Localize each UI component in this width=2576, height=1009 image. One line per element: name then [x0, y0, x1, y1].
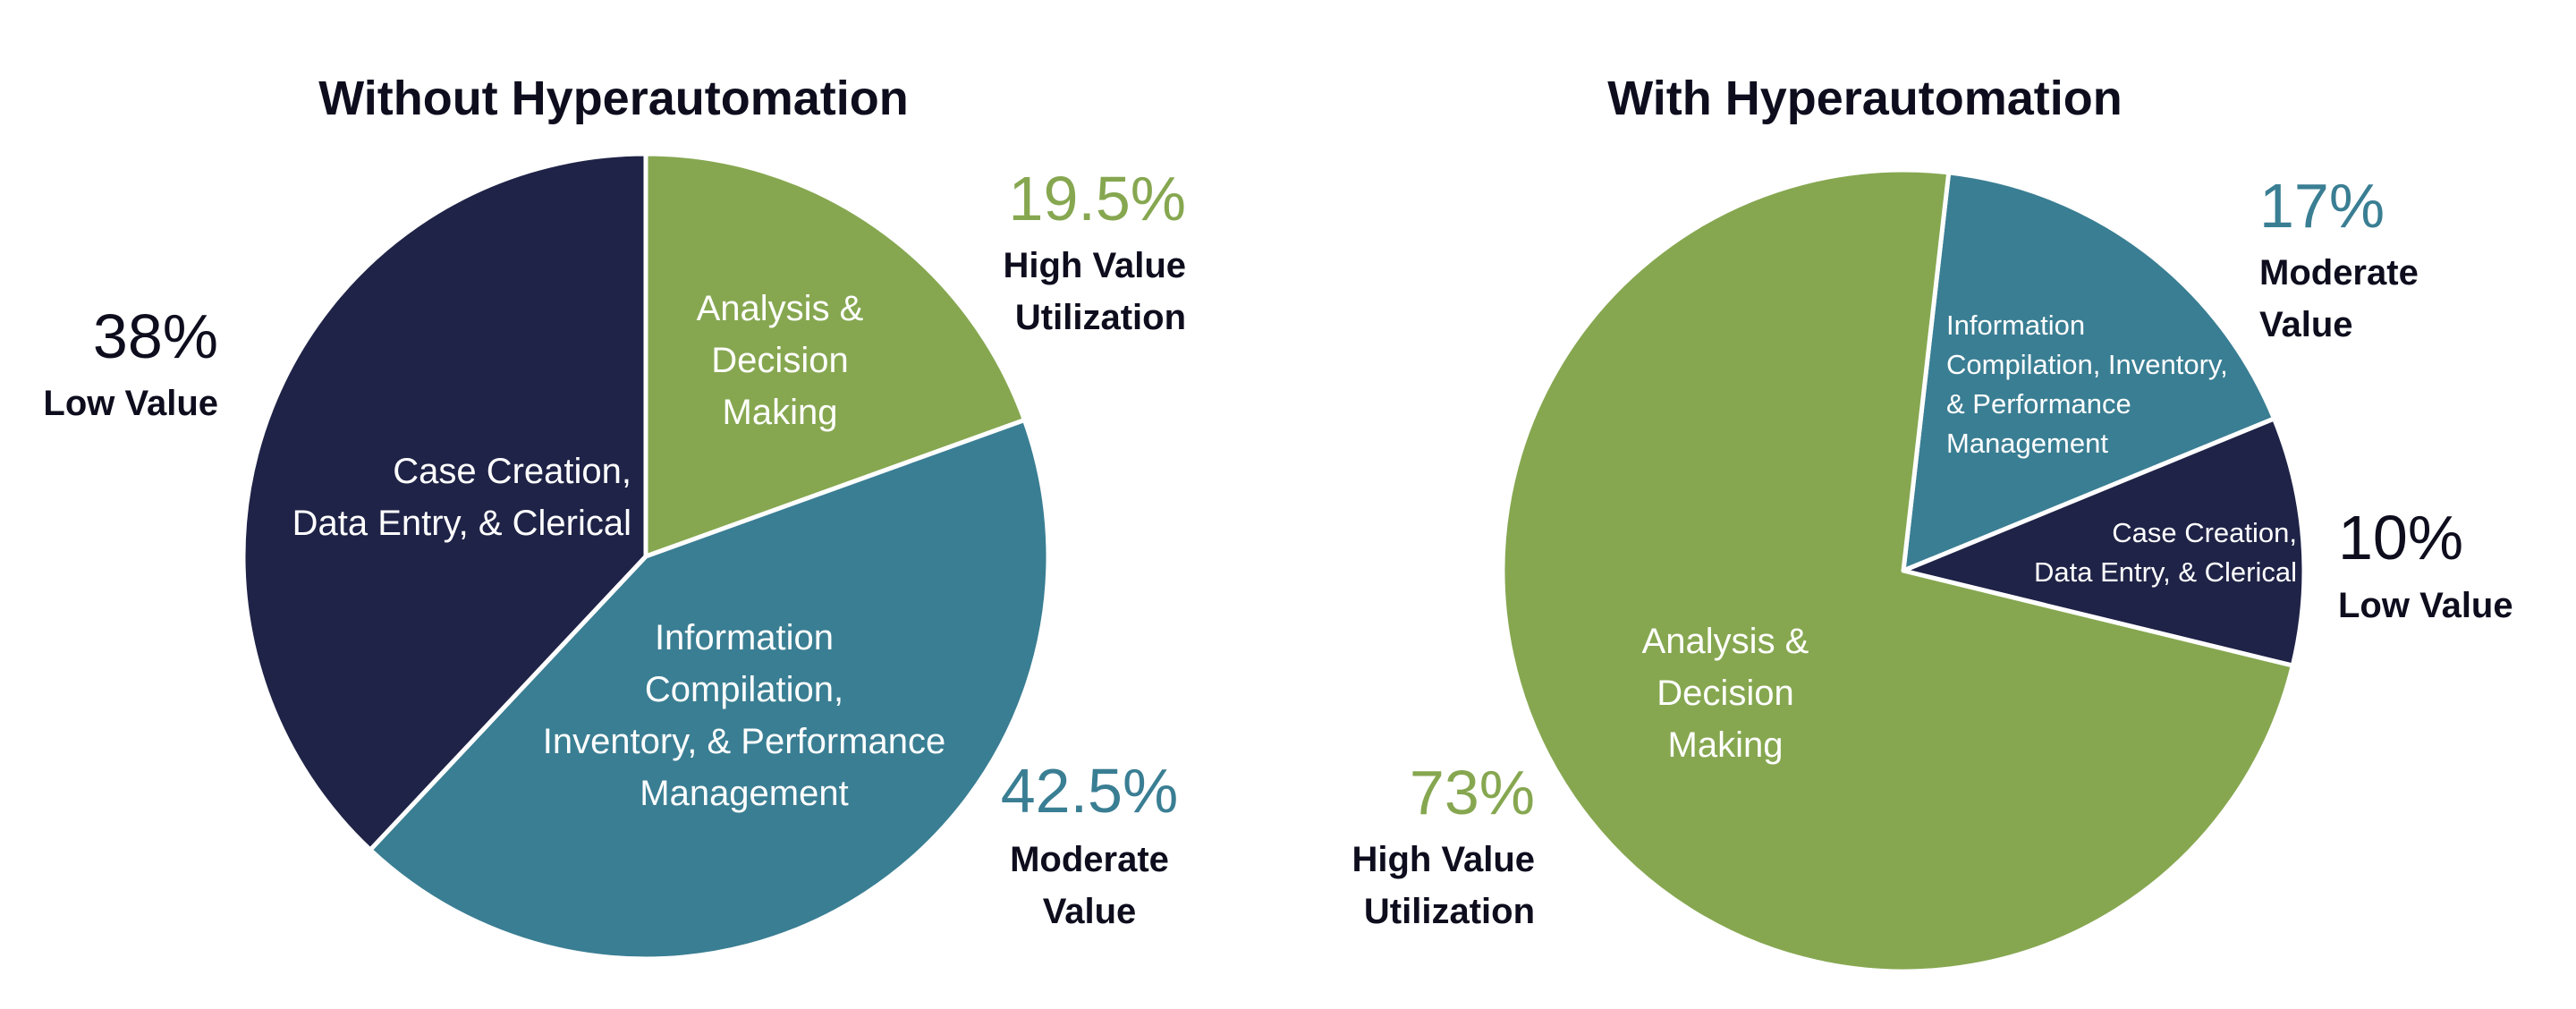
chart-title-without: Without Hyperautomation	[318, 72, 908, 125]
pie-with	[1500, 167, 2307, 974]
percent-label: 10%	[2338, 503, 2463, 572]
chart-without-hyperautomation: Without Hyperautomation Analysis & Decis…	[43, 72, 1187, 962]
inner-label-line: Making	[1668, 725, 1784, 765]
percent-label: 73%	[1410, 758, 1535, 827]
inner-label-without-high: Analysis & Decision Making	[697, 289, 864, 432]
inner-label-line: Decision	[1657, 674, 1793, 713]
inner-label-without-low: Case Creation, Data Entry, & Clerical	[292, 452, 631, 543]
callout-without-moderate: 42.5% Moderate Value	[1001, 756, 1178, 931]
callout-without-low: 38% Low Value	[43, 301, 218, 423]
chart-with-hyperautomation: With Hyperautomation Information Compila…	[1352, 72, 2513, 974]
pie-slice-low	[1901, 416, 2307, 668]
inner-label-line: Case Creation,	[393, 452, 631, 491]
category-label: Value	[2259, 305, 2353, 344]
inner-label-line: Data Entry, & Clerical	[2034, 556, 2297, 588]
category-label: Low Value	[2338, 586, 2513, 625]
inner-label-line: Management	[1946, 428, 2108, 459]
inner-label-line: Information	[1946, 309, 2085, 341]
inner-label-with-low: Case Creation, Data Entry, & Clerical	[2034, 517, 2297, 588]
category-label: High Value	[1352, 840, 1536, 879]
inner-label-line: Information	[655, 618, 834, 657]
pie-slice-low	[241, 151, 648, 852]
inner-label-line: Decision	[711, 341, 848, 380]
inner-label-line: Management	[640, 774, 848, 813]
category-label: Value	[1043, 892, 1137, 931]
inner-label-with-moderate: Information Compilation, Inventory, & Pe…	[1946, 309, 2228, 459]
inner-label-with-high: Analysis & Decision Making	[1642, 622, 1809, 765]
pie-slice-high	[1500, 167, 2295, 974]
category-label: Moderate	[1010, 840, 1169, 879]
percent-label: 19.5%	[1009, 164, 1186, 233]
inner-label-without-moderate: Information Compilation, Inventory, & Pe…	[543, 618, 946, 813]
inner-label-line: Making	[723, 393, 838, 432]
pie-slice-moderate	[368, 418, 1051, 962]
category-label: Low Value	[43, 384, 218, 423]
callout-without-high: 19.5% High Value Utilization	[1004, 164, 1187, 337]
callout-with-moderate: 17% Moderate Value	[2259, 171, 2419, 344]
inner-label-line: Analysis &	[697, 289, 864, 328]
category-label: High Value	[1004, 246, 1187, 285]
inner-label-line: Compilation, Inventory,	[1946, 349, 2228, 380]
inner-label-line: Compilation,	[645, 670, 843, 709]
category-label: Utilization	[1364, 892, 1535, 931]
pie-slice-high	[643, 151, 1027, 559]
inner-label-line: Data Entry, & Clerical	[292, 504, 631, 543]
inner-label-line: & Performance	[1946, 388, 2131, 420]
percent-label: 42.5%	[1001, 756, 1178, 826]
inner-label-line: Analysis &	[1642, 622, 1809, 661]
callout-with-low: 10% Low Value	[2338, 503, 2513, 625]
pie-without	[241, 151, 1051, 962]
category-label: Moderate	[2259, 253, 2419, 293]
category-label: Utilization	[1015, 298, 1186, 337]
inner-label-line: Inventory, & Performance	[543, 722, 946, 761]
percent-label: 38%	[93, 301, 218, 371]
pie-slice-moderate	[1901, 170, 2276, 573]
percent-label: 17%	[2259, 171, 2385, 241]
chart-title-with: With Hyperautomation	[1607, 72, 2123, 125]
inner-label-line: Case Creation,	[2112, 517, 2297, 548]
callout-with-high: 73% High Value Utilization	[1352, 758, 1536, 931]
